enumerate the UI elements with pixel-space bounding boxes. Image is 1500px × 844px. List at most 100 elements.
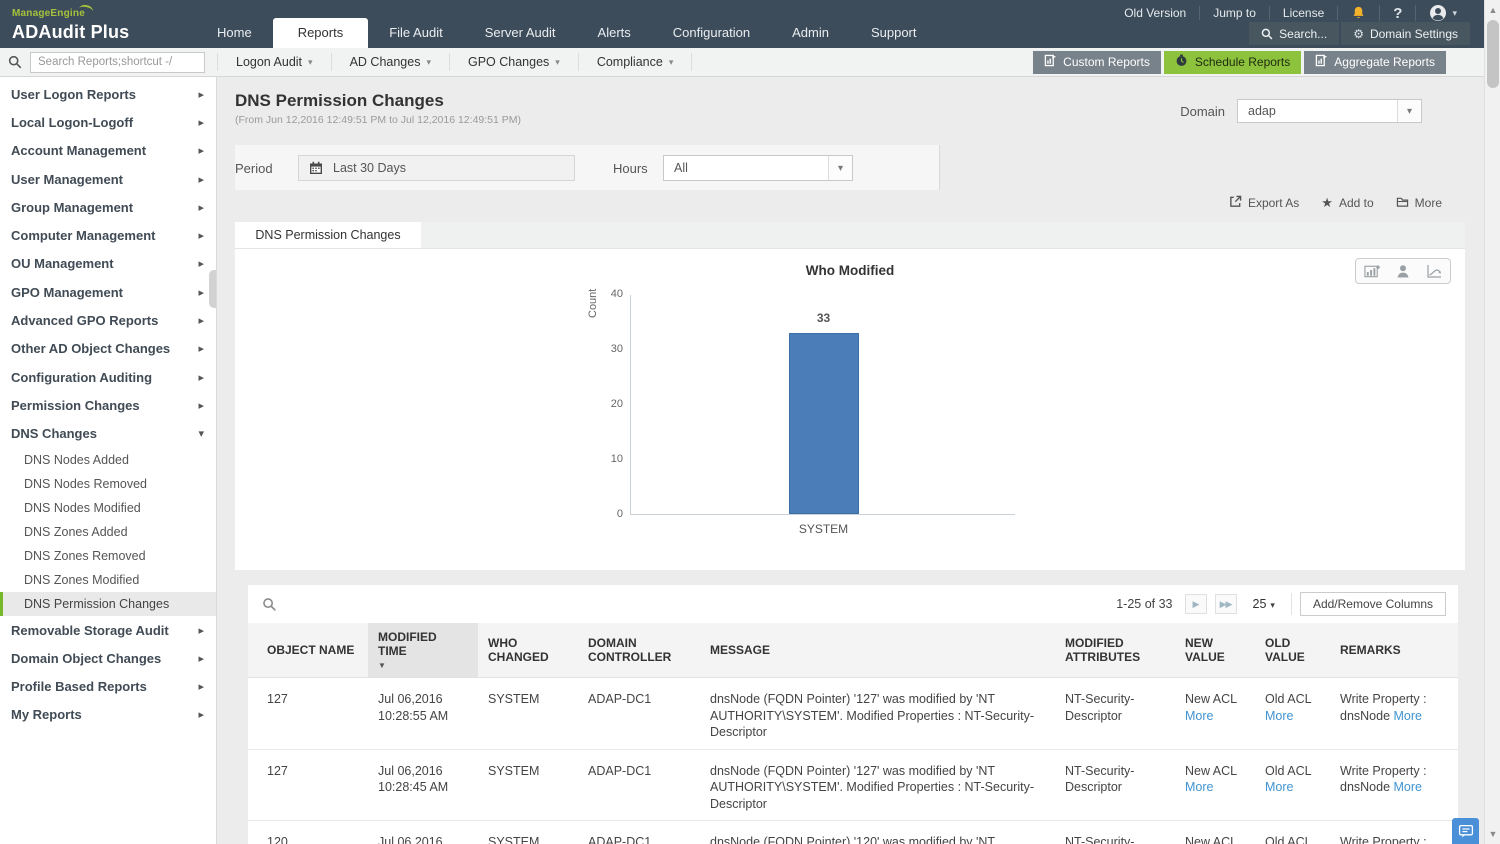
- sidebar-item-profile-based-reports[interactable]: Profile Based Reports: [0, 672, 216, 700]
- nav-tab-home[interactable]: Home: [217, 25, 252, 40]
- menu-gpo-changes[interactable]: GPO Changes: [450, 53, 579, 71]
- column-header-message[interactable]: MESSAGE: [700, 623, 1055, 678]
- bar-system[interactable]: [788, 332, 859, 514]
- sidebar-item-advanced-gpo-reports[interactable]: Advanced GPO Reports: [0, 306, 216, 334]
- column-header-new-value[interactable]: NEW VALUE: [1175, 623, 1255, 678]
- cell-message: dnsNode (FQDN Pointer) '127' was modifie…: [700, 677, 1055, 750]
- export-as-button[interactable]: Export As: [1229, 195, 1299, 211]
- domain-select[interactable]: adap ▾: [1237, 99, 1422, 123]
- gear-icon: ⚙: [1353, 26, 1364, 41]
- column-label: OBJECT NAME: [267, 643, 355, 657]
- sidebar-item-computer-management[interactable]: Computer Management: [0, 221, 216, 249]
- sidebar-item-dns-nodes-removed[interactable]: DNS Nodes Removed: [0, 472, 216, 496]
- more-link[interactable]: More: [1265, 780, 1294, 794]
- main-content: DNS Permission Changes (From Jun 12,2016…: [217, 77, 1484, 844]
- column-header-old-value[interactable]: OLD VALUE: [1255, 623, 1330, 678]
- sidebar-item-account-management[interactable]: Account Management: [0, 137, 216, 165]
- nav-tab-alerts[interactable]: Alerts: [597, 25, 631, 40]
- chat-widget-button[interactable]: [1452, 818, 1479, 844]
- more-link[interactable]: More: [1185, 708, 1214, 723]
- column-header-modified-time[interactable]: MODIFIED TIME ▼: [368, 623, 478, 678]
- jump-to-link[interactable]: Jump to: [1200, 6, 1270, 20]
- nav-tab-server-audit[interactable]: Server Audit: [484, 25, 556, 40]
- more-link[interactable]: More: [1393, 708, 1422, 723]
- sidebar-item-gpo-management[interactable]: GPO Management: [0, 278, 216, 306]
- column-header-modified-attributes[interactable]: MODIFIED ATTRIBUTES: [1055, 623, 1175, 678]
- chevron-down-icon: ▾: [1452, 7, 1457, 18]
- user-menu[interactable]: ▾: [1416, 5, 1470, 21]
- sidebar-item-ou-management[interactable]: OU Management: [0, 250, 216, 278]
- nav-tab-configuration[interactable]: Configuration: [672, 25, 751, 40]
- nav-tab-support[interactable]: Support: [870, 25, 917, 40]
- sidebar-item-label: DNS Nodes Modified: [24, 500, 141, 515]
- sidebar-item-configuration-auditing[interactable]: Configuration Auditing: [0, 363, 216, 391]
- page-size-select[interactable]: 25: [1253, 597, 1275, 611]
- domain-settings-button[interactable]: ⚙ Domain Settings: [1341, 22, 1470, 45]
- sidebar-item-dns-zones-modified[interactable]: DNS Zones Modified: [0, 568, 216, 592]
- sidebar-item-removable-storage-audit[interactable]: Removable Storage Audit: [0, 616, 216, 644]
- sidebar-item-group-management[interactable]: Group Management: [0, 193, 216, 221]
- notification-bell-icon[interactable]: [1338, 5, 1381, 21]
- nav-tab-file-audit[interactable]: File Audit: [389, 25, 443, 40]
- more-link[interactable]: More: [1393, 780, 1422, 794]
- sidebar-item-my-reports[interactable]: My Reports: [0, 701, 216, 729]
- column-header-who-changed[interactable]: WHO CHANGED: [478, 623, 578, 678]
- custom-reports-button[interactable]: Custom Reports: [1033, 50, 1161, 74]
- menu-compliance[interactable]: Compliance: [579, 53, 693, 71]
- menu-logon-audit[interactable]: Logon Audit: [217, 53, 332, 71]
- line-chart-icon[interactable]: [1426, 264, 1442, 278]
- table-search-icon[interactable]: [262, 597, 277, 612]
- sidebar-item-dns-zones-added[interactable]: DNS Zones Added: [0, 520, 216, 544]
- schedule-reports-button[interactable]: Schedule Reports: [1163, 50, 1302, 74]
- top-header: ManageEngine ADAudit Plus Home Reports Fil…: [0, 0, 1484, 48]
- nav-tab-admin[interactable]: Admin: [792, 25, 829, 40]
- more-button[interactable]: More: [1396, 195, 1442, 211]
- sidebar-collapse-handle[interactable]: [209, 270, 216, 308]
- sidebar-item-dns-changes[interactable]: DNS Changes: [0, 420, 216, 448]
- cell-modified-attributes: NT-Security-Descriptor: [1055, 677, 1175, 750]
- sidebar-item-label: DNS Permission Changes: [24, 596, 170, 611]
- next-page-button[interactable]: ▶: [1184, 594, 1207, 614]
- sidebar-item-dns-permission-changes[interactable]: DNS Permission Changes: [0, 591, 216, 616]
- menu-ad-changes[interactable]: AD Changes: [332, 53, 450, 71]
- brand-logo[interactable]: ManageEngine ADAudit Plus: [12, 3, 129, 43]
- column-header-remarks[interactable]: REMARKS: [1330, 623, 1458, 678]
- scroll-down-arrow[interactable]: ▼: [1488, 829, 1498, 839]
- column-header-domain-controller[interactable]: DOMAIN CONTROLLER: [578, 623, 700, 678]
- period-picker[interactable]: Last 30 Days: [298, 155, 575, 181]
- license-link[interactable]: License: [1270, 6, 1339, 20]
- pagination-range: 1-25 of 33: [1116, 597, 1173, 611]
- page-scrollbar[interactable]: ▲ ▼: [1484, 0, 1500, 844]
- user-chart-icon[interactable]: [1396, 264, 1410, 279]
- chevron-down-icon: ▾: [1397, 100, 1421, 122]
- chart-type-add-icon[interactable]: [1364, 264, 1381, 278]
- more-link[interactable]: More: [1185, 780, 1214, 794]
- sidebar-item-other-ad-object-changes[interactable]: Other AD Object Changes: [0, 335, 216, 363]
- sidebar-item-user-management[interactable]: User Management: [0, 165, 216, 193]
- aggregate-reports-button[interactable]: Aggregate Reports: [1304, 50, 1446, 74]
- sidebar-item-permission-changes[interactable]: Permission Changes: [0, 391, 216, 419]
- cell-new-value: New ACL More: [1175, 677, 1255, 750]
- help-icon[interactable]: ?: [1380, 5, 1417, 22]
- global-search-button[interactable]: Search...: [1249, 22, 1340, 45]
- more-link[interactable]: More: [1265, 708, 1294, 723]
- sidebar-item-dns-nodes-added[interactable]: DNS Nodes Added: [0, 448, 216, 472]
- scrollbar-thumb[interactable]: [1487, 20, 1499, 88]
- column-header-object-name[interactable]: OBJECT NAME: [248, 623, 368, 678]
- sidebar-item-local-logon-logoff[interactable]: Local Logon-Logoff: [0, 108, 216, 136]
- sidebar-item-dns-nodes-modified[interactable]: DNS Nodes Modified: [0, 496, 216, 520]
- scroll-up-arrow[interactable]: ▲: [1488, 5, 1498, 15]
- add-to-button[interactable]: ★ Add to: [1321, 195, 1373, 211]
- add-remove-columns-button[interactable]: Add/Remove Columns: [1299, 592, 1446, 616]
- report-search-input[interactable]: [30, 51, 205, 73]
- hours-select[interactable]: All ▾: [663, 155, 853, 181]
- old-version-link[interactable]: Old Version: [1111, 6, 1201, 20]
- tab-dns-permission-changes[interactable]: DNS Permission Changes: [235, 222, 421, 248]
- cell-modified-time: Jul 06,2016 10:28:45 AM: [368, 749, 478, 821]
- header-buttons: Search... ⚙ Domain Settings: [1249, 22, 1470, 45]
- sidebar-item-user-logon-reports[interactable]: User Logon Reports: [0, 80, 216, 108]
- nav-tab-reports[interactable]: Reports: [272, 18, 369, 48]
- sidebar-item-domain-object-changes[interactable]: Domain Object Changes: [0, 644, 216, 672]
- last-page-button[interactable]: ▶▶: [1214, 594, 1237, 614]
- sidebar-item-dns-zones-removed[interactable]: DNS Zones Removed: [0, 544, 216, 568]
